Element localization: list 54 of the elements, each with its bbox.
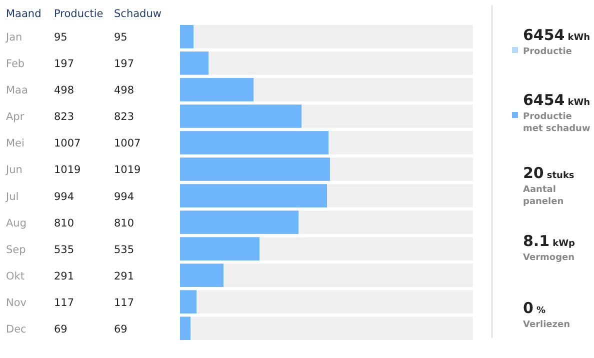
bar — [180, 264, 224, 287]
text: 0 % — [523, 299, 546, 317]
text: 498 — [114, 84, 134, 97]
bar — [180, 25, 194, 48]
text: 117 — [54, 296, 74, 309]
y-tick-label: Maa — [6, 84, 28, 97]
y-tick-label: Aug — [6, 217, 27, 230]
text: 810 — [114, 217, 134, 230]
text: 1019 — [114, 164, 141, 176]
legend-label: Productie — [523, 47, 572, 57]
text: Aantal panelen — [523, 185, 564, 207]
text: Verliezen — [523, 320, 570, 330]
text: 823 — [114, 111, 134, 124]
text: Vermogen — [523, 253, 575, 263]
bar — [180, 316, 190, 340]
text: 69 — [54, 323, 68, 336]
text: 810 — [54, 217, 74, 230]
text: 291 — [54, 270, 74, 282]
y-tick-label: Okt — [6, 270, 24, 282]
y-tick-label: Apr — [6, 111, 25, 124]
text: 1007 — [114, 138, 141, 150]
y-tick-label: Feb — [6, 58, 25, 70]
y-axis-title: Maand — [6, 8, 42, 20]
text: 197 — [114, 58, 134, 70]
y-tick-label: Jun — [5, 164, 22, 176]
text: 823 — [54, 111, 74, 124]
text: 117 — [114, 296, 134, 309]
text: 6454 kWh — [523, 91, 590, 109]
text: 95 — [114, 32, 128, 44]
text: 994 — [114, 190, 134, 203]
legend-label: Productie met schaduw — [523, 112, 590, 134]
text: 6454 kWh — [523, 26, 590, 44]
text: Schaduw — [114, 8, 162, 20]
y-tick-label: Dec — [6, 323, 27, 336]
text: 291 — [114, 270, 134, 282]
text: 498 — [54, 84, 74, 97]
text: 8.1 kWp — [523, 232, 576, 250]
y-tick-label: Mei — [6, 138, 24, 150]
text: 20 stuks — [523, 164, 574, 182]
bar — [180, 52, 208, 75]
y-tick-label: Nov — [6, 296, 26, 309]
text: Productie — [54, 8, 104, 20]
text: 1019 — [54, 164, 81, 176]
text: 535 — [54, 244, 74, 256]
bar — [180, 290, 196, 314]
text: 95 — [54, 32, 68, 44]
y-tick-label: Jan — [5, 32, 22, 44]
text: 994 — [54, 190, 74, 203]
text: 197 — [54, 58, 74, 70]
y-tick-label: Sep — [6, 244, 26, 256]
text: 69 — [114, 323, 128, 336]
text: 1007 — [54, 138, 81, 150]
text: 535 — [114, 244, 134, 256]
y-tick-label: Jul — [5, 190, 19, 203]
